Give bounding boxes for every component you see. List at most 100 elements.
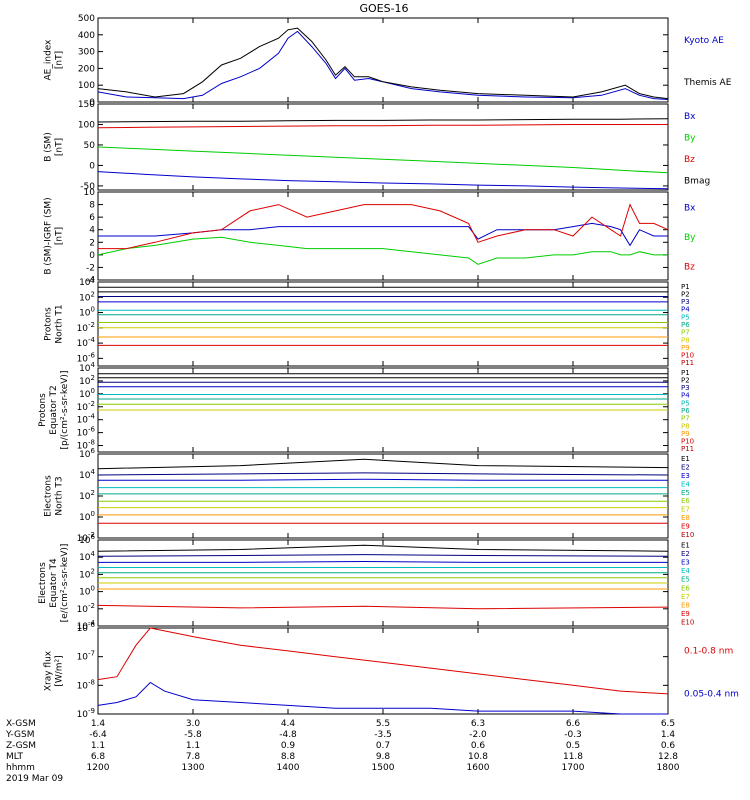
y-tick-label: 106 bbox=[79, 533, 95, 546]
y-axis-label: Equator T2 bbox=[49, 385, 59, 434]
x-tick-label: 10.8 bbox=[468, 752, 488, 762]
series-line bbox=[97, 458, 669, 470]
y-tick-label: 100 bbox=[79, 510, 95, 523]
x-tick-label: 0.5 bbox=[566, 741, 580, 751]
legend-entry: P10 bbox=[681, 438, 694, 446]
x-tick-label: 8.8 bbox=[281, 752, 296, 762]
x-tick-label: -6.4 bbox=[89, 730, 107, 740]
y-axis-label: [e/(cm²-s-sr-keV)] bbox=[60, 544, 70, 623]
x-axis-row-label: Y-GSM bbox=[5, 730, 34, 740]
legend-entry: E8 bbox=[681, 602, 690, 610]
y-axis-label: B (SM) bbox=[44, 132, 54, 162]
legend-entry: Kyoto AE bbox=[684, 36, 724, 46]
y-axis-label: Protons bbox=[38, 393, 48, 427]
y-axis-label: [nT] bbox=[55, 227, 65, 245]
x-tick-label: 6.3 bbox=[471, 719, 485, 729]
x-tick-label: 1.1 bbox=[91, 741, 105, 751]
y-axis-label: [p/(cm²-s-sr-keV)] bbox=[60, 371, 70, 450]
y-tick-label: 10-6 bbox=[77, 426, 96, 439]
legend-entry: P7 bbox=[681, 415, 690, 423]
legend-entry: By bbox=[684, 133, 696, 143]
legend-entry: P5 bbox=[681, 313, 690, 321]
series-line bbox=[97, 604, 669, 610]
x-tick-label: 3.0 bbox=[186, 719, 201, 729]
y-tick-label: 10-6 bbox=[77, 621, 96, 634]
legend-entry: P2 bbox=[681, 376, 690, 384]
y-tick-label: 10 bbox=[84, 188, 96, 198]
series-line bbox=[98, 203, 669, 250]
x-tick-label: 5.5 bbox=[376, 719, 390, 729]
panel-frame bbox=[97, 281, 669, 367]
y-tick-label: -50 bbox=[80, 182, 95, 192]
series-line bbox=[98, 222, 668, 247]
legend-entry: P9 bbox=[681, 430, 690, 438]
y-tick-label: 500 bbox=[78, 14, 95, 24]
series-line bbox=[98, 478, 668, 481]
y-tick-label: 100 bbox=[78, 120, 95, 130]
legend-entry: P10 bbox=[681, 352, 694, 360]
x-tick-label: -0.3 bbox=[564, 730, 582, 740]
x-tick-label: 1.1 bbox=[186, 741, 200, 751]
y-tick-label: 10-8 bbox=[77, 439, 95, 452]
x-tick-label: 1500 bbox=[372, 763, 395, 773]
series-line bbox=[97, 146, 669, 174]
legend-entry: Bx bbox=[684, 112, 696, 122]
x-tick-label: 7.8 bbox=[186, 752, 201, 762]
y-tick-label: 102 bbox=[79, 290, 95, 303]
x-tick-label: 0.9 bbox=[281, 741, 296, 751]
x-tick-label: 1.4 bbox=[661, 730, 676, 740]
x-tick-label: -5.8 bbox=[184, 730, 202, 740]
panel-frame bbox=[97, 103, 669, 191]
y-tick-label: 10-7 bbox=[77, 650, 95, 663]
y-tick-label: 10-2 bbox=[77, 400, 95, 413]
y-tick-label: 200 bbox=[78, 64, 95, 74]
legend-entry: Bz bbox=[684, 155, 695, 165]
x-axis-date: 2019 Mar 09 bbox=[6, 774, 63, 784]
y-tick-label: 100 bbox=[79, 306, 95, 319]
y-tick-label: -2 bbox=[86, 263, 95, 273]
x-tick-label: 6.8 bbox=[91, 752, 106, 762]
y-axis-label: Equator T4 bbox=[49, 558, 59, 608]
x-tick-label: 6.5 bbox=[661, 719, 675, 729]
panel-frame bbox=[97, 17, 669, 103]
y-tick-label: 8 bbox=[89, 201, 95, 211]
legend-entry: E6 bbox=[681, 584, 690, 592]
y-tick-label: 100 bbox=[79, 585, 95, 598]
y-tick-label: 10-4 bbox=[77, 619, 96, 632]
series-line bbox=[97, 681, 668, 715]
y-axis-label: Xray flux bbox=[44, 650, 54, 691]
y-tick-label: 10-2 bbox=[77, 602, 95, 615]
y-tick-label: 10-4 bbox=[77, 413, 96, 426]
legend-entry: P1 bbox=[681, 283, 690, 291]
x-axis-row-label: X-GSM bbox=[6, 719, 36, 729]
legend-entry: P4 bbox=[681, 306, 690, 314]
y-axis-label: Electrons bbox=[44, 475, 54, 517]
chart-title: GOES-16 bbox=[359, 2, 408, 15]
y-tick-label: 106 bbox=[79, 447, 95, 460]
y-axis-label: AE_index bbox=[44, 39, 54, 81]
legend-entry: Bx bbox=[684, 204, 696, 214]
legend-entry: E10 bbox=[681, 619, 694, 627]
legend-entry: E3 bbox=[681, 559, 690, 567]
legend-entry: E4 bbox=[681, 567, 690, 575]
x-tick-label: -3.5 bbox=[374, 730, 392, 740]
y-tick-label: 102 bbox=[79, 489, 95, 502]
y-tick-label: 6 bbox=[89, 213, 95, 223]
legend-entry: P5 bbox=[681, 399, 690, 407]
y-tick-label: 10-2 bbox=[77, 321, 95, 334]
y-tick-label: 10-8 bbox=[77, 678, 95, 691]
x-tick-label: 1800 bbox=[657, 763, 680, 773]
y-axis-label: Protons bbox=[44, 307, 54, 341]
legend-entry: By bbox=[684, 233, 696, 243]
y-tick-label: 102 bbox=[79, 374, 95, 387]
x-tick-label: 0.6 bbox=[471, 741, 486, 751]
y-tick-label: 104 bbox=[79, 468, 95, 481]
x-tick-label: 0.7 bbox=[376, 741, 390, 751]
y-tick-label: 4 bbox=[89, 226, 95, 236]
y-tick-label: 102 bbox=[79, 567, 95, 580]
y-axis-label: [nT] bbox=[55, 138, 65, 156]
legend-entry: P11 bbox=[681, 445, 694, 453]
series-line bbox=[97, 236, 668, 265]
series-line bbox=[97, 27, 669, 100]
legend-entry: 0.05-0.4 nm bbox=[684, 690, 739, 700]
